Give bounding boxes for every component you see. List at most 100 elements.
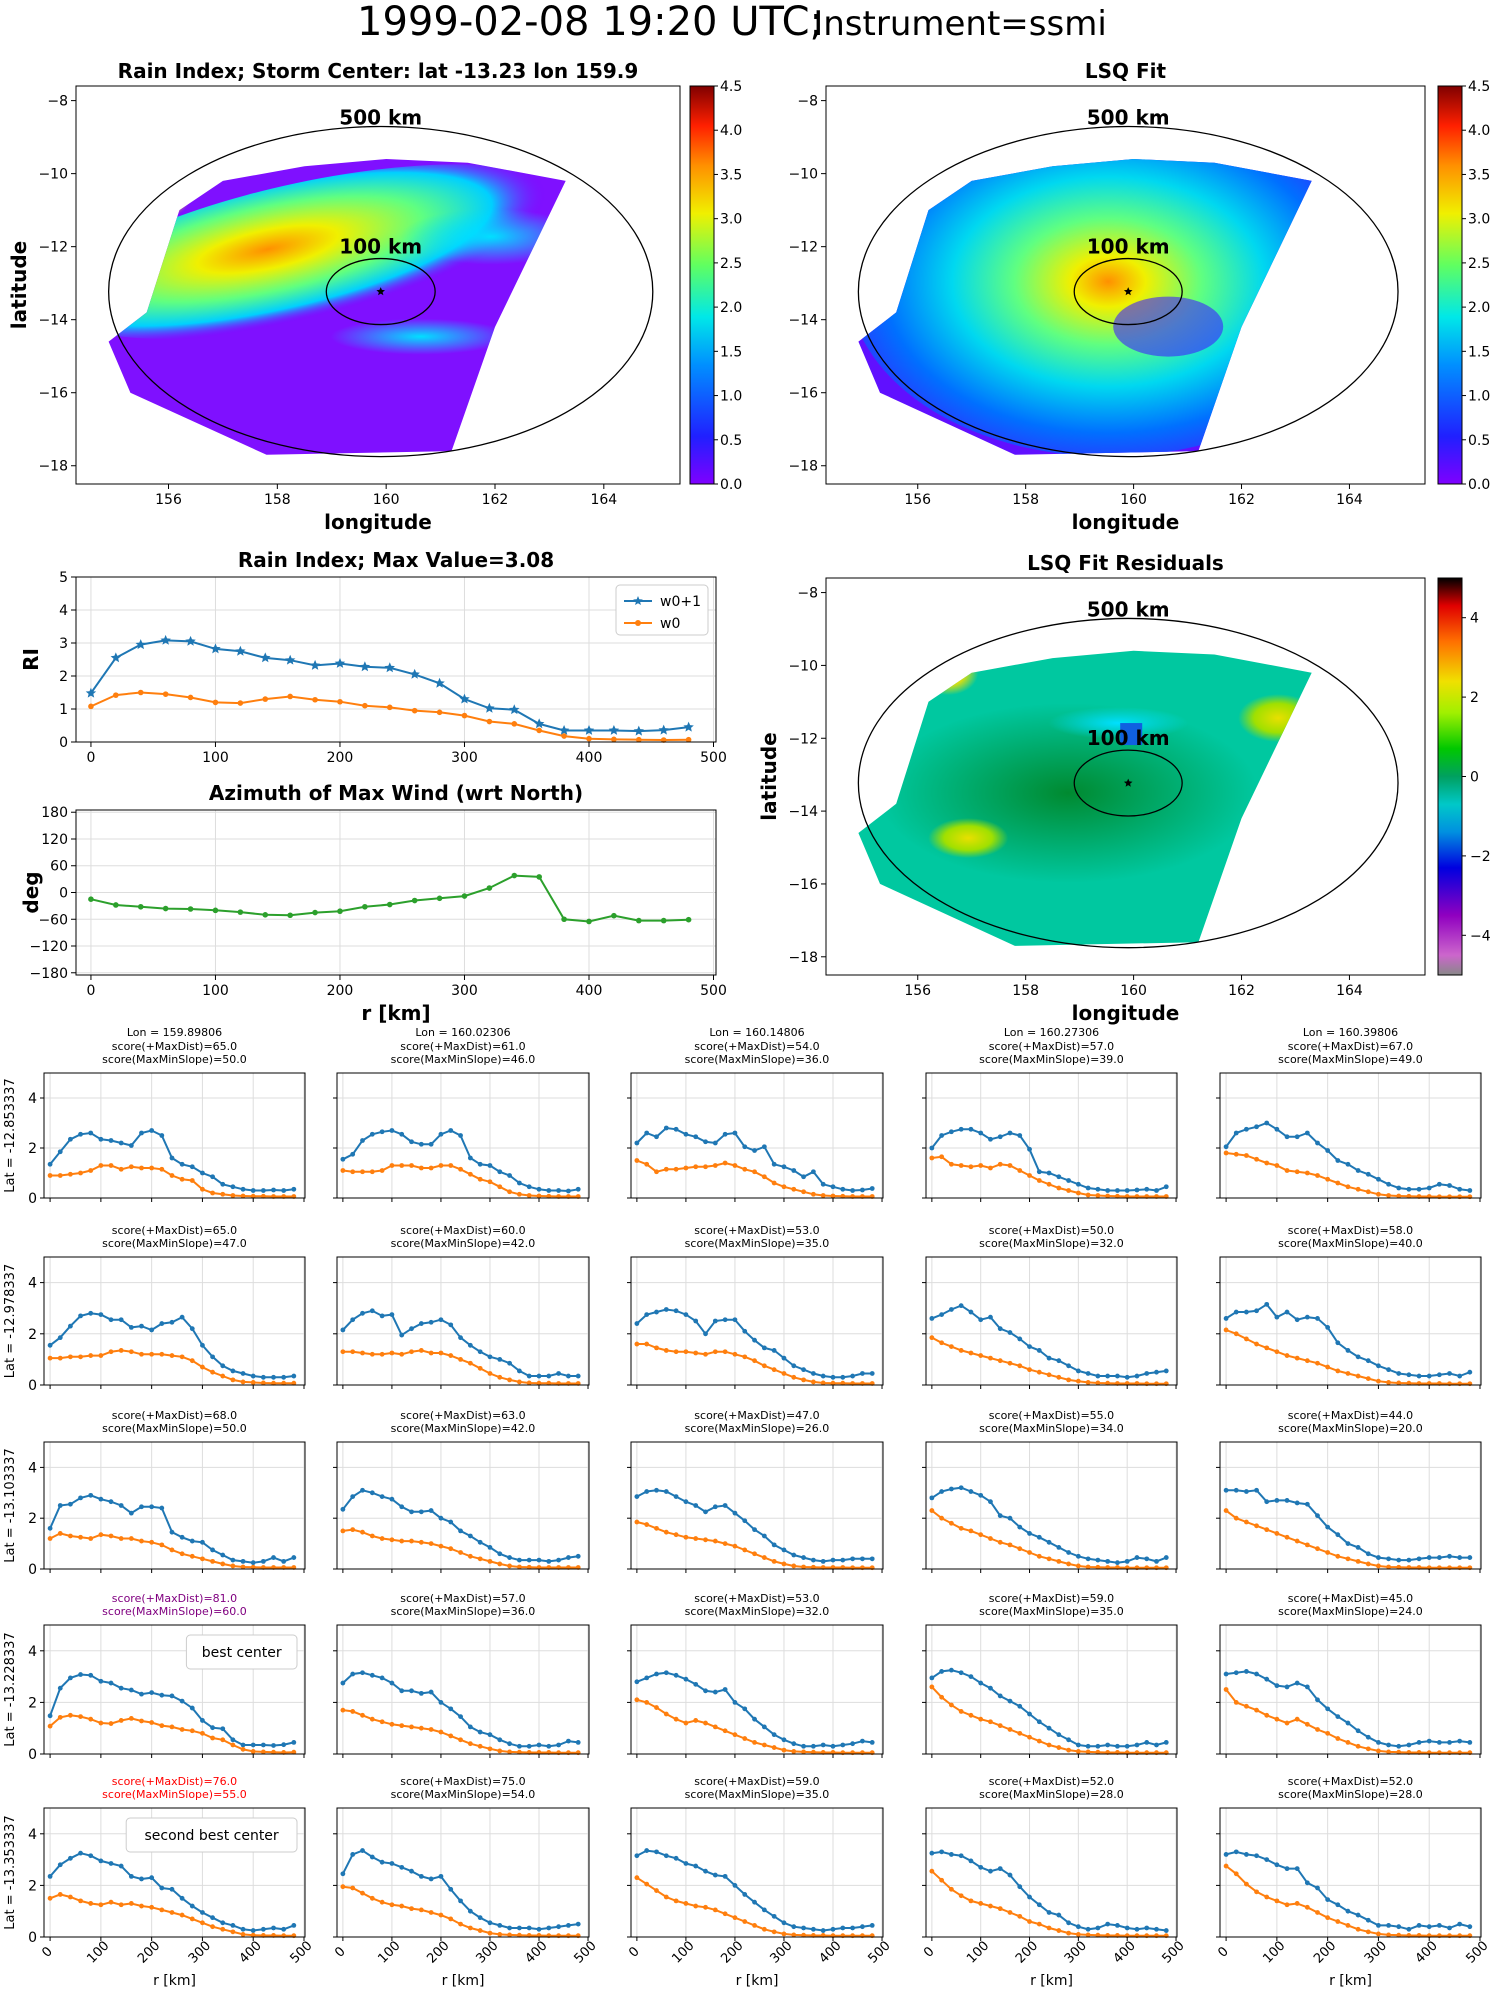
data-point [210,1735,215,1741]
data-point [1365,1929,1371,1935]
data-point [536,1926,542,1932]
data-point [428,1350,434,1356]
data-point [771,1913,777,1919]
data-point [467,1908,473,1914]
data-point [110,652,122,663]
data-point [1436,1555,1442,1560]
data-point [673,1672,679,1678]
note-box [125,1817,298,1853]
row-lat-label: Lat = -13.103337 [3,1448,18,1562]
data-point [47,1342,53,1348]
data-point [128,1325,134,1330]
data-point [98,1136,104,1142]
data-point [1144,1925,1150,1931]
x-tick-label: 0 [332,1944,348,1960]
data-point [1056,1545,1062,1550]
data-point [118,1317,124,1323]
data-point [742,1706,748,1712]
data-point [108,1899,114,1905]
data-point [139,1538,144,1544]
y-tick-label: 0 [28,1562,37,1578]
colorbar-gradient [1437,577,1463,976]
data-point [1335,1368,1341,1374]
data-point [634,1158,640,1163]
y-tick-label: −12 [788,731,818,747]
data-point [1284,1534,1290,1540]
data-point [526,1380,532,1386]
data-point [536,1557,542,1563]
data-point [281,1742,287,1748]
data-point [1163,1184,1169,1190]
data-point [634,1321,640,1326]
y-tick-label: 0 [28,1747,37,1763]
data-point [360,1310,365,1316]
data-point [210,1369,215,1375]
data-point [1376,1563,1381,1569]
data-point [1335,1553,1341,1559]
data-point [830,1184,836,1190]
data-point [732,1732,738,1738]
data-point [1345,1348,1351,1353]
data-point [360,1169,365,1175]
data-point [128,1901,134,1906]
data-point [159,1321,165,1326]
data-point [260,1742,266,1748]
data-point [1233,1515,1239,1521]
data-point [1244,1703,1249,1709]
data-point [487,1179,493,1185]
data-point [68,1533,73,1539]
data-point [418,1348,424,1353]
data-point [1436,1739,1442,1745]
score-maxminslope: score(MaxMinSlope)=28.0 [979,1788,1124,1801]
data-point [968,1489,974,1494]
data-point [169,1693,175,1699]
data-point [189,1358,195,1364]
data-point [693,1350,699,1356]
data-point [1335,1714,1341,1719]
data-point [179,1727,185,1732]
data-point [1467,1555,1473,1560]
panel-frame [925,1807,1178,1938]
data-point [1274,1531,1280,1536]
data-point [526,1925,532,1931]
data-point [939,1133,945,1138]
data-point [546,1193,552,1199]
data-point [250,1932,256,1938]
data-point [958,1348,964,1353]
data-point [350,1494,356,1500]
data-point [78,1495,83,1501]
row-lat-label: Lat = -12.853337 [3,1078,18,1192]
data-point [1447,1371,1452,1376]
y-tick-label: −18 [788,459,818,475]
data-point [1233,1871,1239,1877]
data-point [1436,1181,1442,1187]
data-point [438,1873,444,1879]
data-point [467,1360,473,1366]
data-point [722,1911,728,1917]
note-label: second best center [145,1828,279,1844]
data-point [220,1926,226,1932]
grid-panel: score(+MaxDist)=53.0score(MaxMinSlope)=3… [627,1224,884,1389]
data-point [1066,1747,1071,1753]
data-point [546,1188,552,1193]
data-point [1233,1309,1239,1315]
data-point [566,1373,571,1379]
grid-panel: score(+MaxDist)=59.0score(MaxMinSlope)=3… [922,1592,1178,1758]
data-point [929,1675,935,1681]
panel-frame [925,1441,1178,1570]
data-point [801,1743,806,1749]
data-point [68,1501,73,1507]
data-point [486,718,493,725]
data-point [159,1133,165,1138]
data-point [1036,1169,1042,1175]
data-point [781,1371,787,1376]
data-point [1056,1558,1062,1564]
data-point [57,1892,63,1897]
data-point [418,1873,424,1879]
data-point [179,1698,185,1704]
data-point [742,1328,748,1334]
data-point [240,1742,246,1748]
y-tick-label: −10 [788,658,818,674]
data-point [189,1553,195,1559]
column-lon-header: Lon = 160.02306 [415,1026,510,1039]
